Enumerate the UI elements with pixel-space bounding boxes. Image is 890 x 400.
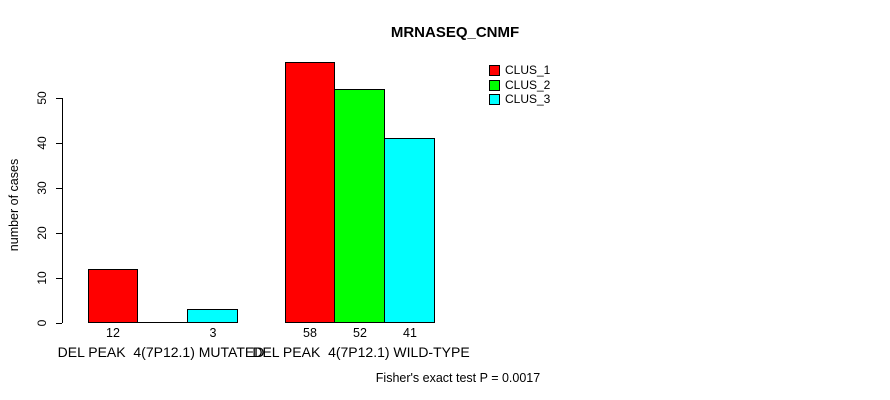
legend-label-clus_2: CLUS_2 xyxy=(505,77,551,92)
y-tick-0 xyxy=(56,323,62,324)
chart-title: MRNASEQ_CNMF xyxy=(390,24,520,41)
bar-clus_1-wild-type xyxy=(285,62,335,323)
y-tick-50 xyxy=(56,98,62,99)
y-tick-label-50: 50 xyxy=(35,91,49,105)
legend: CLUS_1 CLUS_2 CLUS_3 xyxy=(489,63,551,106)
legend-item-clus_2: CLUS_2 xyxy=(489,77,551,92)
bar-value-label-clus_3-mutated: 3 xyxy=(209,326,217,340)
legend-label-clus_3: CLUS_3 xyxy=(505,92,551,106)
y-tick-label-30: 30 xyxy=(35,181,49,195)
legend-item-clus_1: CLUS_1 xyxy=(489,63,551,77)
y-tick-30 xyxy=(56,188,62,189)
y-tick-label-10: 10 xyxy=(35,271,49,285)
legend-swatch-clus_1 xyxy=(489,65,500,76)
bar-clus_2-wild-type xyxy=(334,89,385,323)
y-axis-line xyxy=(62,98,63,323)
y-tick-label-20: 20 xyxy=(35,226,49,240)
bar-value-label-clus_3-wild-type: 41 xyxy=(403,326,417,340)
bar-clus_2-mutated xyxy=(138,322,188,323)
legend-swatch-clus_2 xyxy=(489,79,500,91)
category-label-mutated: DEL PEAK 4(7P12.1) MUTATED xyxy=(57,344,265,360)
category-label-wild-type: DEL PEAK 4(7P12.1) WILD-TYPE xyxy=(252,344,470,360)
y-tick-40 xyxy=(56,143,62,144)
y-tick-label-40: 40 xyxy=(35,136,49,150)
y-tick-10 xyxy=(56,278,62,279)
bar-clus_3-mutated xyxy=(187,309,238,323)
y-tick-20 xyxy=(56,233,62,234)
fisher-test-annotation: Fisher's exact test P = 0.0017 xyxy=(375,371,541,385)
legend-label-clus_1: CLUS_1 xyxy=(505,63,551,77)
y-tick-label-0: 0 xyxy=(35,319,49,327)
bar-value-label-clus_1-mutated: 12 xyxy=(106,326,120,340)
bar-clus_1-mutated xyxy=(88,269,138,323)
legend-swatch-clus_3 xyxy=(489,94,500,105)
bar-clus_3-wild-type xyxy=(384,138,435,323)
legend-item-clus_3: CLUS_3 xyxy=(489,92,551,106)
bar-value-label-clus_2-wild-type: 52 xyxy=(353,326,367,340)
bar-value-label-clus_1-wild-type: 58 xyxy=(303,326,317,340)
